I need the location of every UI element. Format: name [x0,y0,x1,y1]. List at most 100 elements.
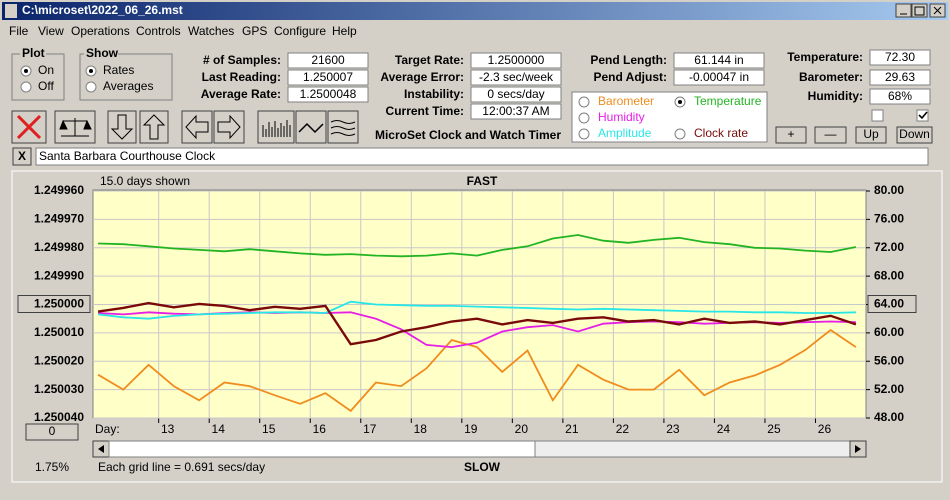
x-tick-label: 15 [262,422,276,436]
field-value: 12:00:37 AM [482,104,549,118]
icon [330,120,356,136]
button-label: + [787,127,794,141]
scroll-thumb[interactable] [108,440,536,458]
field-label: Instability: [404,87,464,101]
window-title: C:\microset\2022_06_26.mst [22,3,183,17]
clear-button-label: X [18,149,26,163]
field-value: -0.00047 in [689,70,749,84]
slow-label: SLOW [464,460,501,474]
field-label: Humidity: [808,89,863,103]
field-value: 1.2500048 [300,87,357,101]
percent: 1.75% [35,460,69,474]
group-title: Plot [22,46,45,60]
checkbox[interactable] [916,109,929,122]
description-field[interactable] [35,147,929,166]
fields: # of Samples: 21600 Last Reading: 1.250007 A… [201,49,931,120]
button[interactable] [896,126,933,144]
radio-label: Averages [103,79,153,93]
clear-button[interactable] [12,147,32,166]
field-box [869,88,931,105]
grid-note: Each grid line = 0.691 secs/day [98,460,265,474]
icon [16,114,42,140]
y2-tick-label: 52.00 [874,382,904,396]
tool-button[interactable] [257,110,295,144]
tick-button[interactable] [867,295,917,313]
offset-button[interactable] [25,423,79,441]
y-tick-label: 1.250040 [34,410,84,424]
menu-item[interactable]: Help [332,24,357,38]
x-tick-label: 24 [717,422,731,436]
icon [59,118,92,137]
field-value: 1.2500000 [488,53,545,67]
checkbox[interactable] [871,109,884,122]
button[interactable] [814,126,847,144]
field-box [869,69,931,86]
menu-item[interactable]: View [38,24,64,38]
buttons: + — Up Down [775,126,933,144]
field-label: Average Rate: [201,87,281,101]
field-box [869,49,931,66]
x-tick-label: 14 [212,422,226,436]
button-label: Down [899,127,930,141]
radio[interactable] [578,96,590,108]
x-tick-label: 25 [767,422,781,436]
legend-label: Clock rate [694,126,748,140]
tool-button[interactable] [107,110,137,144]
title-bar [2,2,948,20]
y-tick-label: 1.249970 [34,212,84,226]
minimize[interactable] [895,3,912,18]
tick-button[interactable] [17,295,91,313]
tool-button[interactable] [181,110,213,144]
menu-item[interactable]: GPS [242,24,267,38]
y2-tick-label: 64.00 [874,297,904,311]
legend-label: Amplitude [598,126,652,140]
button-label: — [825,127,837,141]
description: Santa Barbara Courthouse Clock [39,149,216,163]
tool-button[interactable] [213,110,245,144]
x-tick-label: 26 [818,422,832,436]
radio[interactable] [674,128,686,140]
legend-label: Temperature [694,94,762,108]
app-icon [5,4,17,18]
menu-item[interactable]: File [9,24,29,38]
menu-item[interactable]: Controls [136,24,181,38]
x-tick-label: 19 [464,422,478,436]
radio[interactable] [20,81,32,93]
radio-dot [24,69,28,73]
field-box [470,69,562,86]
field-label: Current Time: [386,104,464,118]
field-value: 61.144 in [694,53,743,67]
radio[interactable] [578,128,590,140]
tool-button[interactable] [139,110,169,144]
field-box [470,86,562,103]
field-value: 21600 [311,53,345,67]
field-label: Target Rate: [395,53,464,67]
field-label: Pend Length: [590,53,667,67]
icon [217,114,241,140]
y-tick-label: 1.250020 [34,353,84,367]
series-radios: Barometer Temperature Humidity Amplitude Clo… [578,94,762,140]
icon [298,122,324,134]
field-box [470,52,562,69]
icon [110,114,134,140]
radio-label: Rates [103,63,134,77]
field-value: 68% [888,89,912,103]
series-line [98,234,857,258]
field-value: 0 secs/day [487,87,544,101]
y-tick-label: 1.250000 [34,297,84,311]
button[interactable] [855,126,887,144]
menu-item[interactable]: Configure [274,24,326,38]
button[interactable] [775,126,807,144]
field-label: Temperature: [787,50,863,64]
menu-item[interactable]: Operations [71,24,130,38]
field-box [287,52,369,69]
x-tick-label: 17 [363,422,377,436]
menu-item[interactable]: Watches [188,24,234,38]
radio[interactable] [85,81,97,93]
field-label: Average Error: [380,70,464,84]
toolbar [11,110,359,144]
group-gap [20,47,46,59]
icon [185,114,209,140]
radio[interactable] [578,112,590,124]
x-tick-label: 22 [616,422,630,436]
